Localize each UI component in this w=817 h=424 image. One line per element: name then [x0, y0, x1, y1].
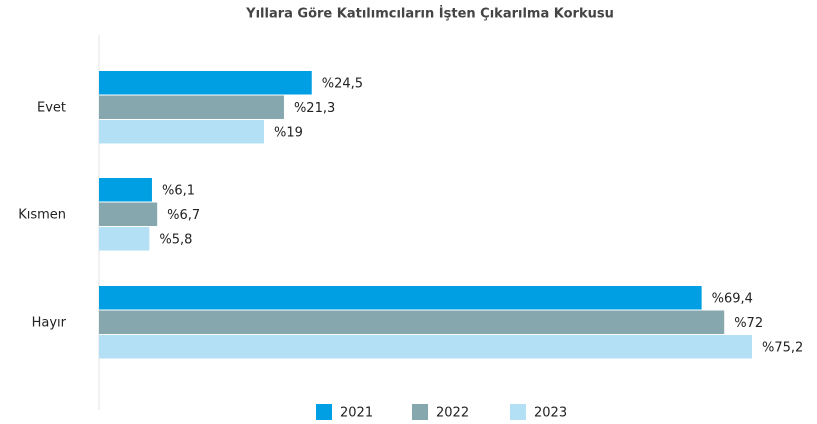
category-label: Kısmen	[18, 207, 66, 222]
category-label: Hayır	[32, 315, 67, 330]
category-label: Evet	[37, 100, 66, 115]
legend-swatch	[510, 404, 526, 420]
chart-title: Yıllara Göre Katılımcıların İşten Çıkarı…	[245, 6, 614, 22]
value-label: %75,2	[762, 340, 803, 355]
bar	[99, 286, 702, 310]
bar	[99, 178, 152, 202]
legend-label: 2021	[340, 406, 373, 421]
value-label: %6,7	[167, 208, 200, 223]
bar	[99, 95, 284, 119]
legend-label: 2022	[436, 406, 469, 421]
value-label: %6,1	[162, 183, 195, 198]
legend-swatch	[412, 404, 428, 420]
legend-swatch	[316, 404, 332, 420]
bar	[99, 71, 312, 95]
bar	[99, 120, 264, 144]
bar	[99, 310, 725, 334]
legend-label: 2023	[534, 406, 567, 421]
value-label: %24,5	[322, 76, 363, 91]
bar	[99, 227, 150, 251]
bar	[99, 202, 158, 226]
bar	[99, 335, 752, 359]
value-label: %69,4	[712, 291, 753, 306]
value-label: %72	[734, 316, 763, 331]
value-label: %19	[274, 125, 303, 140]
value-label: %21,3	[294, 101, 335, 116]
value-label: %5,8	[159, 232, 192, 247]
